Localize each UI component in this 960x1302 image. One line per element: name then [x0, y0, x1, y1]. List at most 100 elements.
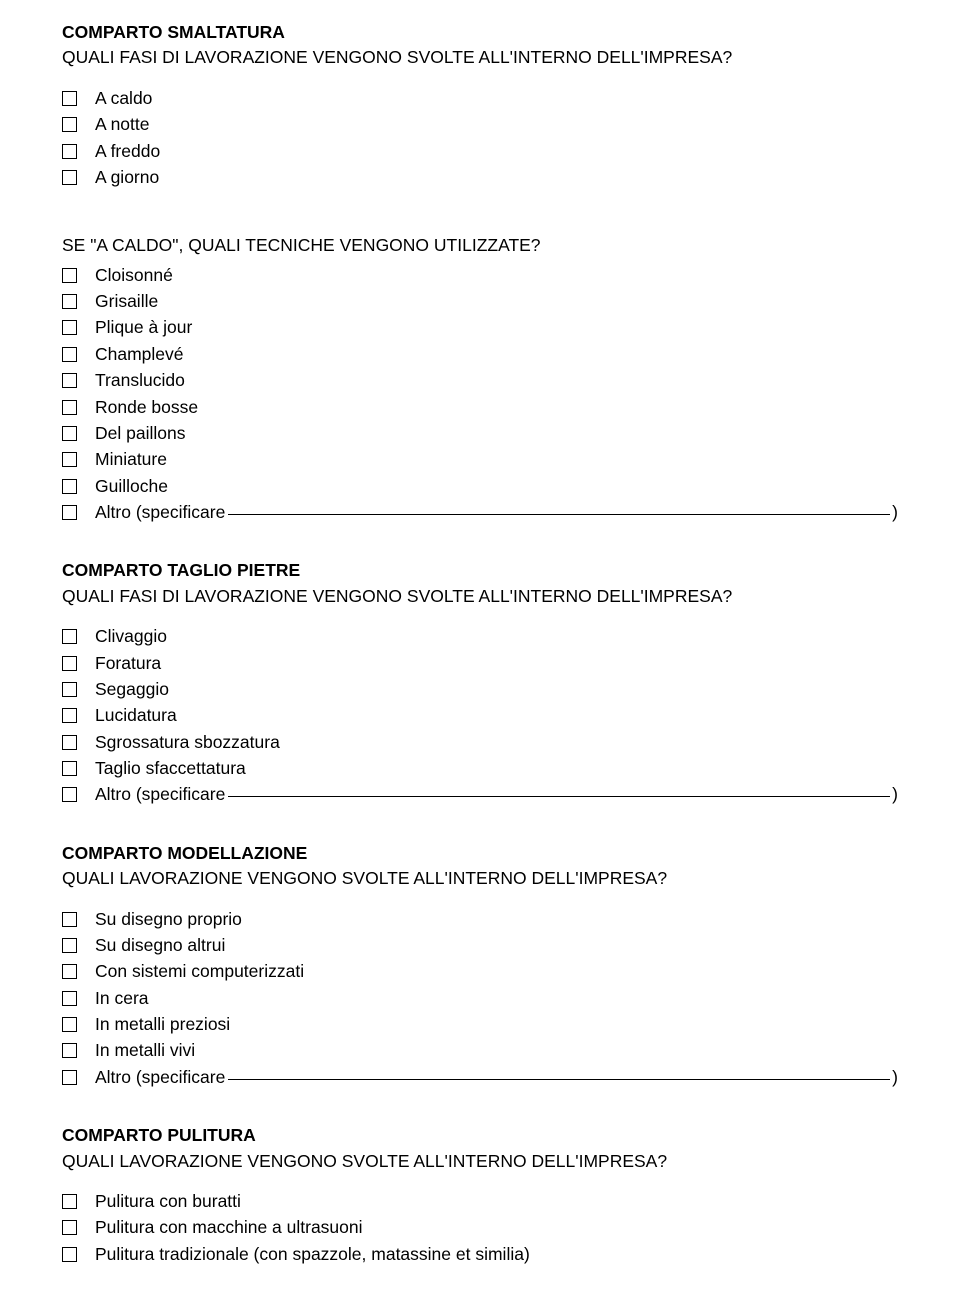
checkbox-square-icon[interactable] — [62, 400, 77, 415]
checkbox-item: In metalli preziosi — [62, 1012, 898, 1037]
checkbox-item: Pulitura tradizionale (con spazzole, mat… — [62, 1242, 898, 1267]
checkbox-label: Pulitura con buratti — [95, 1189, 241, 1214]
checkbox-item: Con sistemi computerizzati — [62, 959, 898, 984]
checkbox-square-icon[interactable] — [62, 1247, 77, 1262]
checkbox-label: Foratura — [95, 651, 161, 676]
checkbox-label: Sgrossatura sbozzatura — [95, 730, 280, 755]
checkbox-list: Su disegno proprio Su disegno altrui Con… — [62, 907, 898, 1091]
blank-line[interactable] — [228, 796, 890, 797]
checkbox-item: Guilloche — [62, 474, 898, 499]
checkbox-square-icon[interactable] — [62, 1194, 77, 1209]
checkbox-item: Del paillons — [62, 421, 898, 446]
checkbox-list: Pulitura con buratti Pulitura con macchi… — [62, 1189, 898, 1267]
checkbox-label: Cloisonné — [95, 263, 173, 288]
checkbox-square-icon[interactable] — [62, 373, 77, 388]
checkbox-square-icon[interactable] — [62, 938, 77, 953]
checkbox-square-icon[interactable] — [62, 91, 77, 106]
checkbox-label: In metalli vivi — [95, 1038, 195, 1063]
close-paren: ) — [892, 500, 898, 525]
checkbox-item: Miniature — [62, 447, 898, 472]
close-paren: ) — [892, 782, 898, 807]
checkbox-item: Pulitura con buratti — [62, 1189, 898, 1214]
checkbox-square-icon[interactable] — [62, 1043, 77, 1058]
checkbox-item: Su disegno altrui — [62, 933, 898, 958]
checkbox-square-icon[interactable] — [62, 682, 77, 697]
checkbox-label: Segaggio — [95, 677, 169, 702]
checkbox-item: Su disegno proprio — [62, 907, 898, 932]
checkbox-item: A giorno — [62, 165, 898, 190]
checkbox-item: Champlevé — [62, 342, 898, 367]
section-title: COMPARTO MODELLAZIONE — [62, 841, 898, 866]
checkbox-square-icon[interactable] — [62, 761, 77, 776]
checkbox-item: Sgrossatura sbozzatura — [62, 730, 898, 755]
checkbox-item: Translucido — [62, 368, 898, 393]
checkbox-label: Su disegno proprio — [95, 907, 242, 932]
checkbox-label: Del paillons — [95, 421, 185, 446]
checkbox-item: A caldo — [62, 86, 898, 111]
blank-line[interactable] — [228, 514, 890, 515]
section-modellazione: COMPARTO MODELLAZIONE QUALI LAVORAZIONE … — [62, 841, 898, 1090]
checkbox-square-icon[interactable] — [62, 629, 77, 644]
checkbox-label: Con sistemi computerizzati — [95, 959, 304, 984]
section-question: QUALI LAVORAZIONE VENGONO SVOLTE ALL'INT… — [62, 1149, 898, 1174]
checkbox-item-altro: Altro (specificare ) — [62, 782, 898, 807]
checkbox-square-icon[interactable] — [62, 964, 77, 979]
checkbox-label: Lucidatura — [95, 703, 177, 728]
checkbox-square-icon[interactable] — [62, 117, 77, 132]
checkbox-square-icon[interactable] — [62, 479, 77, 494]
checkbox-square-icon[interactable] — [62, 1220, 77, 1235]
checkbox-label: A giorno — [95, 165, 159, 190]
checkbox-square-icon[interactable] — [62, 735, 77, 750]
section-question: QUALI FASI DI LAVORAZIONE VENGONO SVOLTE… — [62, 584, 898, 609]
checkbox-item: Segaggio — [62, 677, 898, 702]
checkbox-square-icon[interactable] — [62, 505, 77, 520]
section-title: COMPARTO TAGLIO PIETRE — [62, 558, 898, 583]
section-taglio-pietre: COMPARTO TAGLIO PIETRE QUALI FASI DI LAV… — [62, 558, 898, 807]
checkbox-item: Taglio sfaccettatura — [62, 756, 898, 781]
checkbox-item: Ronde bosse — [62, 395, 898, 420]
checkbox-square-icon[interactable] — [62, 787, 77, 802]
checkbox-item: Pulitura con macchine a ultrasuoni — [62, 1215, 898, 1240]
checkbox-square-icon[interactable] — [62, 294, 77, 309]
checkbox-square-icon[interactable] — [62, 452, 77, 467]
checkbox-label: Clivaggio — [95, 624, 167, 649]
checkbox-label: Pulitura con macchine a ultrasuoni — [95, 1215, 363, 1240]
checkbox-square-icon[interactable] — [62, 708, 77, 723]
checkbox-square-icon[interactable] — [62, 1070, 77, 1085]
checkbox-square-icon[interactable] — [62, 170, 77, 185]
checkbox-item: Clivaggio — [62, 624, 898, 649]
checkbox-square-icon[interactable] — [62, 912, 77, 927]
checkbox-label: Taglio sfaccettatura — [95, 756, 246, 781]
checkbox-label: A caldo — [95, 86, 152, 111]
checkbox-list: A caldo A notte A freddo A giorno — [62, 86, 898, 191]
checkbox-square-icon[interactable] — [62, 268, 77, 283]
checkbox-list: Cloisonné Grisaille Plique à jour Champl… — [62, 263, 898, 526]
checkbox-item: Plique à jour — [62, 315, 898, 340]
checkbox-square-icon[interactable] — [62, 1017, 77, 1032]
checkbox-square-icon[interactable] — [62, 347, 77, 362]
checkbox-item: Cloisonné — [62, 263, 898, 288]
section-pulitura: COMPARTO PULITURA QUALI LAVORAZIONE VENG… — [62, 1123, 898, 1267]
blank-line[interactable] — [228, 1079, 890, 1080]
checkbox-item-altro: Altro (specificare ) — [62, 500, 898, 525]
checkbox-label: In cera — [95, 986, 149, 1011]
checkbox-square-icon[interactable] — [62, 144, 77, 159]
checkbox-item-altro: Altro (specificare ) — [62, 1065, 898, 1090]
section-smaltatura: COMPARTO SMALTATURA QUALI FASI DI LAVORA… — [62, 20, 898, 190]
checkbox-square-icon[interactable] — [62, 656, 77, 671]
checkbox-label: Grisaille — [95, 289, 158, 314]
checkbox-item: Grisaille — [62, 289, 898, 314]
checkbox-square-icon[interactable] — [62, 991, 77, 1006]
section-title: COMPARTO SMALTATURA — [62, 20, 898, 45]
checkbox-label: In metalli preziosi — [95, 1012, 230, 1037]
checkbox-item: Foratura — [62, 651, 898, 676]
checkbox-label: Su disegno altrui — [95, 933, 225, 958]
checkbox-label: Altro (specificare — [95, 1065, 225, 1090]
checkbox-item: In cera — [62, 986, 898, 1011]
checkbox-item: A notte — [62, 112, 898, 137]
checkbox-list: Clivaggio Foratura Segaggio Lucidatura S… — [62, 624, 898, 808]
section-question: QUALI FASI DI LAVORAZIONE VENGONO SVOLTE… — [62, 45, 898, 70]
checkbox-square-icon[interactable] — [62, 426, 77, 441]
checkbox-square-icon[interactable] — [62, 320, 77, 335]
section-question: QUALI LAVORAZIONE VENGONO SVOLTE ALL'INT… — [62, 866, 898, 891]
